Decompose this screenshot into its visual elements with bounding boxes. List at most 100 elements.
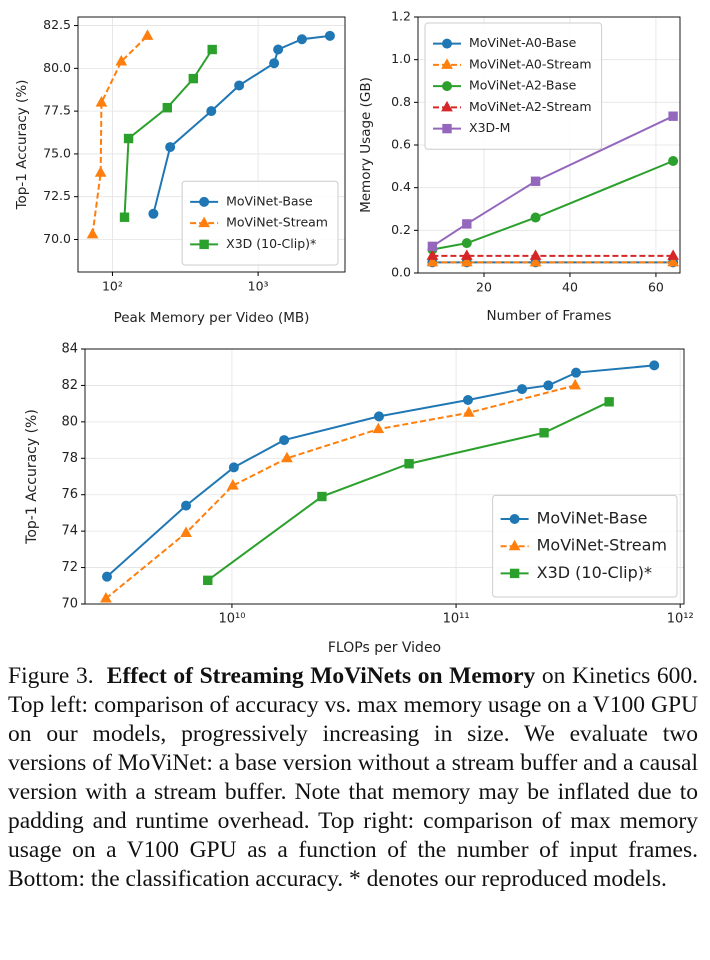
y-axis-title: Top-1 Accuracy (%) (14, 80, 30, 211)
marker (180, 526, 192, 537)
marker (529, 249, 542, 260)
marker (372, 422, 385, 434)
legend: MoViNet-Base MoViNet-Stream X3D (10-Clip)* (492, 494, 678, 598)
marker (462, 406, 475, 417)
figure: 10² 10³ 70.0 72.5 75.0 77.5 80.0 82.5 Peak Memor… (14, 9, 694, 657)
y-tick-label: 0.4 (391, 179, 411, 194)
caption-title: Effect of Streaming MoViNets on Memory (106, 663, 536, 689)
marker (667, 255, 679, 267)
x-axis-title: Number of Frames (487, 308, 612, 324)
marker (649, 360, 660, 371)
plot-frame (84, 348, 685, 605)
marker (317, 491, 327, 502)
y-tick-label: 1.0 (391, 51, 411, 66)
marker (604, 397, 614, 407)
y-tick-label: 74 (61, 524, 78, 539)
marker (530, 212, 541, 223)
marker (273, 44, 284, 55)
marker (95, 96, 108, 107)
marker (462, 219, 472, 229)
marker (373, 411, 384, 422)
marker (101, 571, 112, 582)
marker (162, 103, 173, 113)
y-tick-label: 82.5 (43, 17, 71, 32)
y-tick-label: 0.2 (391, 222, 411, 237)
y-tick-label: 72 (61, 560, 78, 575)
y-tick-label: 0.8 (391, 94, 411, 109)
marker (86, 227, 99, 239)
marker (279, 435, 290, 446)
marker (529, 255, 542, 267)
marker (442, 81, 452, 92)
legend-label: MoViNet-Stream (226, 215, 328, 230)
legend-box (424, 22, 603, 150)
marker (281, 451, 293, 463)
marker (442, 38, 452, 49)
x-tick-label: 10¹¹ (443, 612, 470, 627)
marker (198, 216, 210, 228)
marker (509, 513, 520, 524)
x-tick-label: 40 (562, 280, 578, 295)
legend-label: MoViNet-A0-Base (469, 35, 577, 50)
marker (441, 100, 453, 112)
marker (668, 156, 679, 166)
marker (165, 142, 176, 153)
legend-box (181, 180, 339, 266)
y-axis-title: Memory Usage (GB) (358, 77, 374, 213)
marker (123, 133, 134, 144)
x-tick-label: 10² (102, 279, 123, 294)
marker (94, 166, 107, 177)
marker (324, 30, 335, 41)
x-tick-label: 60 (648, 280, 664, 295)
legend-label: MoViNet-Base (226, 193, 313, 208)
y-tick-label: 72.5 (43, 188, 71, 203)
x-tick-label: 10¹² (667, 612, 694, 627)
x-axis-title: FLOPs per Video (328, 640, 441, 656)
y-tick-label: 84 (61, 342, 78, 357)
marker (404, 459, 414, 469)
y-tick-label: 80 (61, 414, 78, 429)
y-tick-label: 76 (61, 487, 78, 502)
marker (517, 384, 528, 395)
marker (119, 212, 130, 222)
marker (234, 80, 245, 91)
y-tick-label: 80.0 (43, 60, 71, 75)
y-tick-label: 70 (61, 597, 78, 612)
x-axis-title: Peak Memory per Video (MB) (114, 310, 310, 326)
marker (100, 592, 112, 603)
y-tick-label: 82 (61, 378, 78, 393)
marker (115, 54, 128, 66)
marker (461, 238, 472, 249)
y-axis-title: Top-1 Accuracy (%) (24, 409, 40, 545)
marker (460, 255, 473, 267)
caption-text: on Kinetics 600. Top left: comparison of… (8, 663, 699, 892)
legend-label: MoViNet-Stream (537, 536, 667, 555)
series-line (106, 364, 655, 578)
series-line (431, 115, 674, 248)
legend-label: MoViNet-Base (537, 509, 648, 528)
marker (667, 249, 679, 260)
y-tick-label: 1.2 (391, 9, 411, 24)
y-tick-label: 0.6 (391, 137, 411, 152)
marker (199, 196, 210, 207)
marker (442, 123, 452, 134)
x-tick-label: 10¹⁰ (218, 612, 245, 627)
y-tick-label: 78 (61, 451, 78, 466)
marker (569, 378, 582, 390)
marker (227, 479, 239, 490)
series-line (91, 35, 149, 235)
legend-label: MoViNet-A2-Stream (469, 99, 592, 114)
x-tick-label: 10³ (248, 279, 269, 294)
marker (141, 29, 154, 40)
marker (199, 239, 209, 250)
marker (539, 428, 549, 438)
marker (543, 380, 554, 391)
legend-label: X3D (10-Clip)* (537, 563, 652, 582)
legend-label: X3D-M (469, 120, 510, 135)
marker (148, 208, 159, 219)
marker (181, 500, 192, 511)
plot-frame (77, 16, 346, 273)
caption-label: Figure 3. (8, 663, 94, 689)
y-tick-label: 0.0 (391, 265, 411, 280)
